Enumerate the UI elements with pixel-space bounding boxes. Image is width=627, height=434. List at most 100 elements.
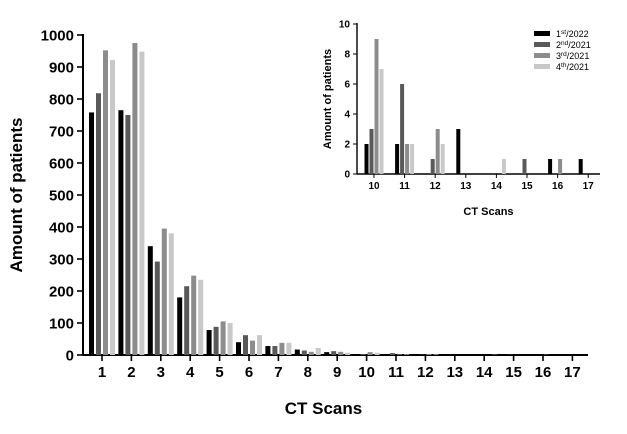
legend-label-period: /2021	[566, 62, 589, 72]
main-bar	[257, 335, 262, 355]
main-bar	[397, 354, 402, 355]
main-x-tick-label: 6	[245, 364, 253, 381]
legend-swatch	[534, 42, 550, 47]
main-y-tick-label: 300	[49, 251, 74, 268]
main-y-tick-label: 500	[49, 187, 74, 204]
main-y-tick-label: 1000	[41, 27, 74, 44]
inset-x-tick-label: 10	[368, 181, 380, 192]
main-bar	[279, 343, 284, 355]
legend-label: 3rd/2021	[556, 51, 589, 61]
inset-y-tick-label: 0	[344, 170, 350, 181]
inset-bar	[502, 159, 506, 174]
main-y-tick-label: 400	[49, 219, 74, 236]
main-x-tick-label: 9	[333, 364, 341, 381]
main-bar	[265, 346, 270, 355]
main-x-tick-label: 16	[535, 364, 552, 381]
main-bar	[316, 348, 321, 355]
main-x-tick-label: 13	[446, 364, 463, 381]
main-bar	[207, 330, 212, 355]
legend-swatch	[534, 64, 550, 69]
main-bar	[139, 52, 144, 355]
main-bar	[236, 342, 241, 355]
inset-x-tick-label: 12	[430, 181, 442, 192]
main-bar	[442, 354, 447, 355]
main-bar	[338, 352, 343, 355]
main-y-tick-label: 800	[49, 91, 74, 108]
main-bar	[125, 115, 130, 355]
inset-bar	[558, 159, 562, 174]
inset-bar	[523, 159, 527, 174]
inset-x-tick-label: 16	[552, 181, 564, 192]
legend-label: 1st/2022	[556, 29, 589, 39]
main-bar	[383, 354, 388, 355]
main-bar	[404, 354, 409, 355]
main-bar	[368, 352, 373, 355]
main-x-tick-label: 1	[98, 364, 106, 381]
inset-bar	[456, 129, 460, 174]
main-y-tick-label: 700	[49, 123, 74, 140]
inset-bar	[370, 129, 374, 174]
main-bar	[250, 341, 255, 355]
inset-y-tick-label: 2	[344, 140, 350, 151]
main-bar	[132, 43, 137, 355]
main-bar	[309, 352, 314, 355]
legend-swatch	[534, 53, 550, 58]
main-x-tick-label: 5	[215, 364, 223, 381]
inset-x-axis-label: CT Scans	[463, 206, 513, 218]
main-x-tick-label: 11	[388, 364, 404, 381]
inset-y-tick-label: 10	[339, 20, 351, 31]
inset-x-tick-label: 11	[399, 181, 410, 192]
main-bar	[272, 346, 277, 355]
inset-y-axis-label: Amount of patients	[322, 49, 334, 149]
inset-bar	[405, 144, 409, 174]
main-bar	[228, 323, 233, 355]
main-bar	[324, 352, 329, 355]
inset-bar	[365, 144, 369, 174]
main-x-tick-label: 7	[274, 364, 282, 381]
inset-bar	[380, 69, 384, 174]
main-bar	[243, 335, 248, 355]
main-x-tick-label: 15	[505, 364, 522, 381]
main-bar	[148, 246, 153, 355]
main-x-tick-label: 17	[564, 364, 581, 381]
main-bar	[177, 297, 182, 355]
legend-swatch	[534, 31, 550, 36]
inset-bar	[400, 84, 404, 174]
main-x-tick-label: 10	[358, 364, 375, 381]
main-bar	[354, 354, 359, 355]
main-y-tick-label: 200	[49, 283, 74, 300]
main-y-tick-label: 900	[49, 59, 74, 76]
main-x-tick-label: 4	[186, 364, 195, 381]
main-x-tick-label: 2	[127, 364, 135, 381]
inset-bar	[441, 144, 445, 174]
legend-label: 2nd/2021	[556, 40, 591, 50]
inset-bar	[436, 129, 440, 174]
main-x-tick-label: 12	[417, 364, 434, 381]
main-bar	[96, 93, 101, 355]
main-bar	[375, 353, 380, 355]
inset-y-tick-label: 6	[344, 80, 350, 91]
main-bar	[155, 262, 160, 355]
inset-y-tick-label: 4	[344, 110, 350, 121]
main-bar	[169, 233, 174, 355]
legend-label-period: /2022	[566, 29, 589, 39]
main-bar	[302, 351, 307, 355]
main-bar	[426, 354, 431, 355]
inset-bar	[548, 159, 552, 174]
main-bar	[89, 112, 94, 355]
main-x-axis-label: CT Scans	[285, 399, 362, 418]
main-x-tick-label: 3	[157, 364, 165, 381]
main-bar	[198, 280, 203, 355]
main-bar	[162, 229, 167, 355]
main-bar	[331, 351, 336, 355]
inset-bar	[410, 144, 414, 174]
main-bar	[433, 354, 438, 355]
main-bar	[110, 60, 115, 355]
legend-label-period: /2021	[567, 51, 590, 61]
legend-label-period: /2021	[568, 40, 591, 50]
main-x-tick-label: 14	[476, 364, 493, 381]
main-bar	[214, 327, 219, 355]
